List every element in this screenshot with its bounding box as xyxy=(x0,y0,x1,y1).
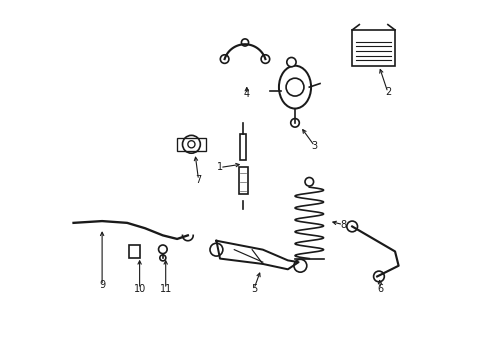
Circle shape xyxy=(291,118,299,127)
FancyBboxPatch shape xyxy=(239,167,248,194)
Circle shape xyxy=(188,141,195,148)
FancyBboxPatch shape xyxy=(352,30,395,66)
Text: 11: 11 xyxy=(160,284,172,294)
Circle shape xyxy=(287,58,296,67)
Circle shape xyxy=(220,55,229,63)
Circle shape xyxy=(305,177,314,186)
Text: 4: 4 xyxy=(244,89,250,99)
Circle shape xyxy=(261,55,270,63)
Text: 7: 7 xyxy=(196,175,202,185)
Text: 2: 2 xyxy=(385,87,391,98)
Text: 1: 1 xyxy=(217,162,223,172)
Text: 10: 10 xyxy=(133,284,146,294)
Circle shape xyxy=(294,259,307,272)
Circle shape xyxy=(160,255,166,261)
Text: 3: 3 xyxy=(312,141,318,151)
Text: 9: 9 xyxy=(99,280,105,291)
Circle shape xyxy=(210,243,223,256)
Text: 6: 6 xyxy=(378,284,384,294)
Circle shape xyxy=(159,245,167,253)
Text: 8: 8 xyxy=(340,220,346,230)
Circle shape xyxy=(347,221,358,232)
Circle shape xyxy=(373,271,384,282)
FancyBboxPatch shape xyxy=(129,245,140,258)
Circle shape xyxy=(286,78,304,96)
Circle shape xyxy=(182,135,200,153)
Ellipse shape xyxy=(279,66,311,109)
Circle shape xyxy=(242,39,248,46)
FancyBboxPatch shape xyxy=(240,134,246,160)
Text: 5: 5 xyxy=(251,284,257,294)
